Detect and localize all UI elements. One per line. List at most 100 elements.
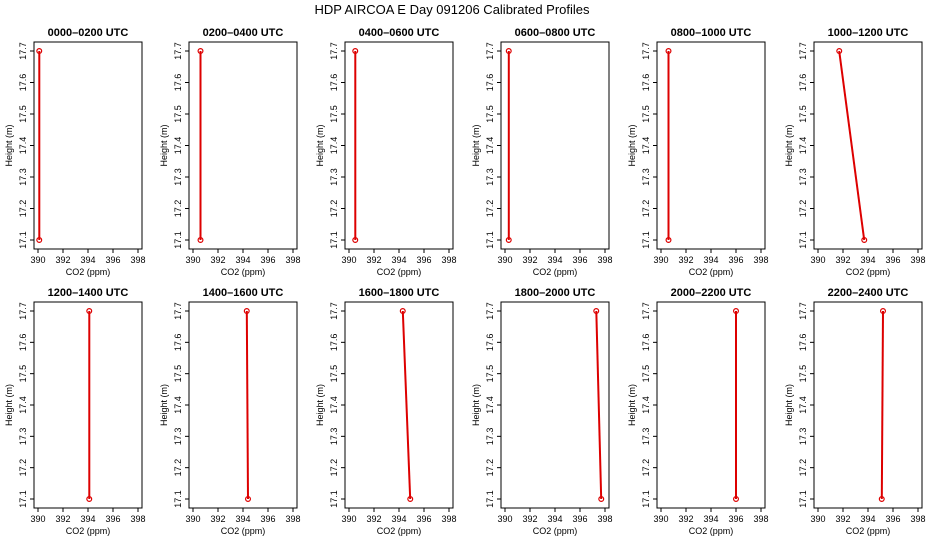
y-tick-label: 17.2 <box>329 459 339 477</box>
panel-title: 2200–2400 UTC <box>828 287 909 299</box>
y-tick-label: 17.4 <box>798 137 808 155</box>
x-tick-label: 398 <box>910 514 925 524</box>
x-tick-label: 392 <box>210 255 225 265</box>
x-tick-label: 390 <box>810 514 825 524</box>
plot-frame <box>813 301 923 509</box>
y-tick-label: 17.1 <box>798 490 808 508</box>
x-tick-label: 392 <box>366 514 381 524</box>
figure-title: HDP AIRCOA E Day 091206 Calibrated Profi… <box>314 2 590 17</box>
plot-frame <box>33 41 143 250</box>
x-tick-label: 390 <box>810 255 825 265</box>
data-point-marker <box>665 237 672 244</box>
data-point-marker <box>861 237 868 244</box>
y-tick-label: 17.5 <box>18 365 28 383</box>
y-tick-label: 17.6 <box>641 74 651 92</box>
y-tick-label: 17.7 <box>329 302 339 320</box>
x-tick-label: 392 <box>835 514 850 524</box>
x-tick-label: 396 <box>885 255 900 265</box>
x-tick-label: 396 <box>105 514 120 524</box>
y-tick-label: 17.7 <box>329 42 339 60</box>
y-tick-label: 17.1 <box>18 490 28 508</box>
x-tick-label: 392 <box>366 255 381 265</box>
x-axis-label: CO2 (ppm) <box>377 267 422 277</box>
y-tick-label: 17.4 <box>485 396 495 414</box>
chart-panel: 1800–2000 UTC 390 392 394 396 398 17.1 17.2 17.3… <box>471 287 613 536</box>
y-tick-label: 17.2 <box>798 459 808 477</box>
plot-frame <box>344 41 454 250</box>
x-tick-label: 398 <box>285 255 300 265</box>
x-tick-label: 398 <box>441 514 456 524</box>
data-point-marker <box>836 47 843 54</box>
y-axis-label: Height (m) <box>784 124 794 166</box>
x-tick-label: 398 <box>130 514 145 524</box>
x-axis-label: CO2 (ppm) <box>689 267 734 277</box>
x-tick-label: 398 <box>753 255 768 265</box>
data-point-marker <box>36 237 43 244</box>
y-axis-label: Height (m) <box>4 124 14 166</box>
data-point-marker <box>86 308 93 315</box>
x-tick-label: 396 <box>416 514 431 524</box>
x-tick-label: 392 <box>678 514 693 524</box>
y-tick-label: 17.1 <box>173 490 183 508</box>
x-tick-label: 394 <box>235 514 250 524</box>
x-tick-label: 390 <box>185 514 200 524</box>
x-tick-label: 392 <box>522 255 537 265</box>
data-point-marker <box>732 308 739 315</box>
y-axis-label: Height (m) <box>471 124 481 166</box>
y-tick-label: 17.6 <box>798 334 808 352</box>
y-tick-label: 17.7 <box>18 302 28 320</box>
x-tick-label: 394 <box>860 255 875 265</box>
x-tick-label: 398 <box>597 255 612 265</box>
y-tick-label: 17.4 <box>18 396 28 414</box>
data-point-marker <box>878 496 885 503</box>
y-tick-label: 17.7 <box>798 42 808 60</box>
x-tick-label: 390 <box>341 255 356 265</box>
x-tick-label: 394 <box>391 514 406 524</box>
x-tick-label: 390 <box>653 255 668 265</box>
x-tick-label: 394 <box>703 255 718 265</box>
data-point-marker <box>593 308 600 315</box>
x-axis-label: CO2 (ppm) <box>846 267 891 277</box>
y-tick-label: 17.7 <box>18 42 28 60</box>
plot-frame <box>500 301 610 509</box>
y-tick-label: 17.6 <box>18 74 28 92</box>
profile-line <box>401 310 412 500</box>
x-tick-label: 392 <box>678 255 693 265</box>
y-tick-label: 17.4 <box>641 137 651 155</box>
data-point-marker <box>36 47 43 54</box>
chart-panel: 2000–2200 UTC 390 392 394 396 398 17.1 17.2 17.3… <box>627 287 769 536</box>
y-tick-label: 17.7 <box>485 302 495 320</box>
y-tick-label: 17.4 <box>329 137 339 155</box>
y-tick-label: 17.2 <box>641 459 651 477</box>
y-tick-label: 17.3 <box>329 168 339 186</box>
plot-frame <box>33 301 143 509</box>
y-tick-label: 17.3 <box>329 428 339 446</box>
panel-grid: 0000–0200 UTC 390 392 394 396 398 17.1 17.2 17.3… <box>4 27 926 536</box>
x-tick-label: 396 <box>885 514 900 524</box>
x-tick-label: 396 <box>416 255 431 265</box>
y-tick-label: 17.1 <box>485 490 495 508</box>
x-tick-label: 396 <box>105 255 120 265</box>
x-tick-label: 394 <box>547 514 562 524</box>
y-tick-label: 17.5 <box>641 365 651 383</box>
profile-line <box>245 310 249 500</box>
data-point-marker <box>352 47 359 54</box>
plot-frame <box>188 301 298 509</box>
y-axis-label: Height (m) <box>471 384 481 426</box>
panel-title: 0600–0800 UTC <box>515 27 596 39</box>
data-point-marker <box>732 496 739 503</box>
x-tick-label: 398 <box>910 255 925 265</box>
y-axis-label: Height (m) <box>4 384 14 426</box>
x-tick-label: 396 <box>260 255 275 265</box>
y-tick-label: 17.1 <box>798 231 808 249</box>
profile-line <box>880 310 884 500</box>
y-tick-label: 17.1 <box>329 231 339 249</box>
y-tick-label: 17.3 <box>173 168 183 186</box>
y-tick-label: 17.4 <box>329 396 339 414</box>
panel-title: 1000–1200 UTC <box>828 27 909 39</box>
y-tick-label: 17.3 <box>18 428 28 446</box>
plot-frame <box>500 41 610 250</box>
y-tick-label: 17.2 <box>18 200 28 218</box>
y-tick-label: 17.5 <box>798 365 808 383</box>
x-axis-label: CO2 (ppm) <box>221 267 266 277</box>
